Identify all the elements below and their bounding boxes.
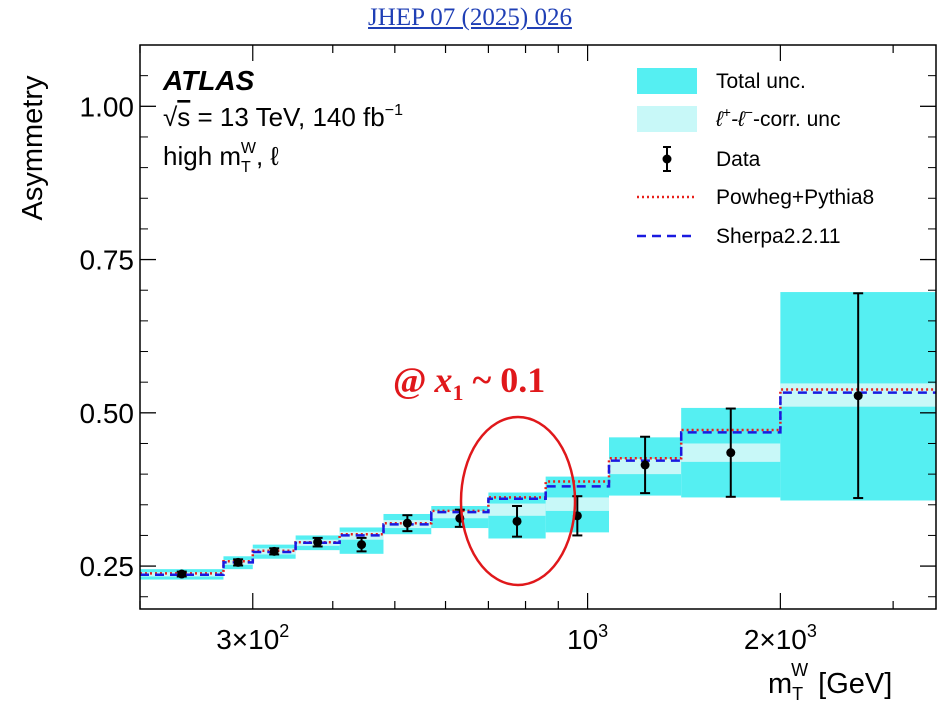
axis-ticks: 0.25 0.50 0.75 1.00 3×102 103 2×103 [80, 44, 936, 655]
data-marker-9 [640, 460, 650, 470]
data-marker-0 [177, 569, 187, 579]
data-marker-1 [233, 557, 243, 567]
uncertainty-bands [140, 292, 936, 580]
experiment-label-block: ATLAS √s = 13 TeV, 140 fb−1 high mTW, ℓ [162, 65, 403, 176]
y-tick-label-3: 1.00 [80, 91, 135, 122]
highlight-label: @ x1 ~ 0.1 [393, 360, 545, 405]
data-marker-5 [402, 518, 412, 528]
legend: Total unc. ℓ+-ℓ−-corr. unc Data Powheg+P… [637, 68, 874, 248]
data-point-4 [356, 536, 367, 553]
y-tick-label-0: 0.25 [80, 551, 135, 582]
y-axis-label: Asymmetry [17, 75, 49, 221]
data-marker-10 [726, 448, 736, 458]
legend-label-sherpa: Sherpa2.2.11 [716, 225, 841, 248]
data-point-11 [853, 292, 864, 500]
x-tick-label-2: 2×103 [744, 621, 817, 655]
data-points [176, 292, 864, 579]
x-tick-label-1: 103 [567, 621, 608, 655]
legend-label-powheg: Powheg+Pythia8 [716, 186, 874, 209]
data-point-7 [512, 505, 523, 538]
data-point-2 [269, 546, 280, 556]
highlight-annotation: @ x1 ~ 0.1 [393, 360, 577, 587]
plot-border [139, 44, 937, 610]
experiment-label: ATLAS [162, 65, 255, 96]
energy-lumi-label: √s = 13 TeV, 140 fb−1 [163, 102, 403, 132]
plot-frame [139, 44, 937, 610]
y-tick-label-2: 0.75 [80, 245, 135, 276]
data-point-10 [725, 407, 736, 498]
legend-label-total-unc: Total unc. [716, 70, 806, 93]
legend-label-data: Data [716, 148, 761, 171]
x-axis-label: mTW [GeV] [768, 660, 892, 704]
data-marker-4 [357, 540, 367, 550]
selection-label: high mTW, ℓ [163, 140, 279, 176]
data-point-1 [233, 557, 244, 567]
highlight-ellipse [459, 415, 577, 587]
data-marker-11 [853, 391, 863, 401]
prediction-curves [140, 388, 936, 576]
legend-label-corr-unc: ℓ+-ℓ−-corr. unc [715, 104, 840, 131]
sherpa-curve [140, 391, 936, 576]
paper-reference-link[interactable]: JHEP 07 (2025) 026 [368, 4, 572, 31]
data-point-3 [312, 536, 323, 548]
data-marker-3 [313, 537, 323, 547]
data-point-0 [176, 569, 187, 579]
legend-swatch-total-unc [637, 68, 697, 94]
x-tick-label-0: 3×102 [216, 621, 289, 655]
data-point-5 [402, 514, 413, 533]
legend-marker-data [662, 146, 672, 172]
legend-swatch-corr-unc [637, 106, 697, 132]
data-marker-2 [269, 546, 279, 556]
data-point-9 [640, 435, 651, 495]
data-marker-7 [512, 516, 522, 526]
y-tick-label-1: 0.50 [80, 398, 135, 429]
